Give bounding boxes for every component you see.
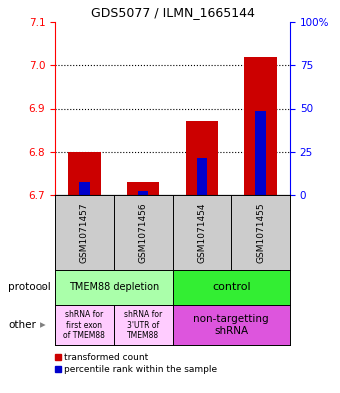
Bar (197, 158, 207, 195)
Bar (79, 182, 90, 195)
Text: GSM1071455: GSM1071455 (256, 202, 265, 263)
Text: GSM1071457: GSM1071457 (80, 202, 89, 263)
Text: shRNA for
first exon
of TMEM88: shRNA for first exon of TMEM88 (64, 310, 105, 340)
Text: non-targetting
shRNA: non-targetting shRNA (193, 314, 269, 336)
Title: GDS5077 / ILMN_1665144: GDS5077 / ILMN_1665144 (90, 6, 254, 19)
Text: protocol: protocol (8, 283, 51, 292)
Text: control: control (212, 283, 251, 292)
Legend: transformed count, percentile rank within the sample: transformed count, percentile rank withi… (53, 351, 219, 376)
Text: GSM1071456: GSM1071456 (139, 202, 148, 263)
Bar (186, 121, 218, 195)
Text: TMEM88 depletion: TMEM88 depletion (69, 283, 159, 292)
Text: other: other (8, 320, 36, 330)
Text: GSM1071454: GSM1071454 (198, 202, 206, 263)
Bar (255, 111, 266, 195)
Bar (244, 57, 277, 195)
Bar (68, 152, 101, 195)
Bar (127, 182, 159, 195)
Text: shRNA for
3'UTR of
TMEM88: shRNA for 3'UTR of TMEM88 (124, 310, 162, 340)
Bar (138, 191, 149, 195)
